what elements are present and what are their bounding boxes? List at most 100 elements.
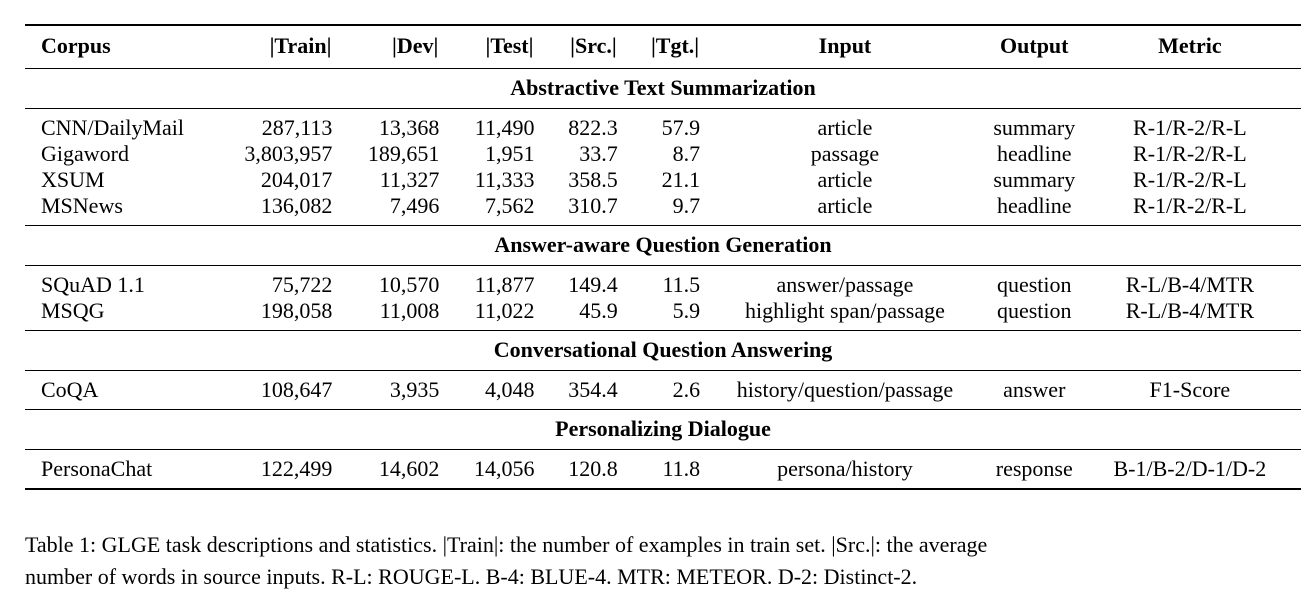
table-caption: Table 1: GLGE task descriptions and stat… xyxy=(25,529,1301,593)
table-row: CNN/DailyMail 287,113 13,368 11,490 822.3 57.… xyxy=(25,109,1301,142)
cell-output: headline xyxy=(990,193,1079,226)
cell-tgt: 2.6 xyxy=(618,371,700,410)
stats-table-container: Corpus |Train| |Dev| |Test| |Src.| |Tgt.… xyxy=(25,24,1301,490)
cell-train: 75,722 xyxy=(232,266,332,299)
table-row: XSUM 204,017 11,327 11,333 358.5 21.1 article s… xyxy=(25,167,1301,193)
caption-line-2: number of words in source inputs. R-L: R… xyxy=(25,561,1301,593)
cell-test: 11,490 xyxy=(439,109,534,142)
cell-dev: 3,935 xyxy=(332,371,439,410)
cell-dev: 11,327 xyxy=(332,167,439,193)
cell-train: 287,113 xyxy=(232,109,332,142)
cell-tgt: 57.9 xyxy=(618,109,700,142)
cell-output: summary xyxy=(990,167,1079,193)
header-src: |Src.| xyxy=(534,25,617,69)
cell-test: 11,022 xyxy=(439,298,534,331)
cell-output: question xyxy=(990,298,1079,331)
table-row: CoQA 108,647 3,935 4,048 354.4 2.6 history/que… xyxy=(25,371,1301,410)
cell-corpus: MSQG xyxy=(25,298,232,331)
cell-metric: R-1/R-2/R-L xyxy=(1079,141,1301,167)
cell-train: 122,499 xyxy=(232,450,332,490)
cell-dev: 7,496 xyxy=(332,193,439,226)
cell-train: 3,803,957 xyxy=(232,141,332,167)
section-title: Conversational Question Answering xyxy=(25,331,1301,371)
cell-metric: R-1/R-2/R-L xyxy=(1079,167,1301,193)
cell-metric: F1-Score xyxy=(1079,371,1301,410)
cell-dev: 10,570 xyxy=(332,266,439,299)
cell-output: response xyxy=(990,450,1079,490)
cell-output: answer xyxy=(990,371,1079,410)
cell-input: highlight span/passage xyxy=(700,298,990,331)
cell-output: headline xyxy=(990,141,1079,167)
cell-metric: B-1/B-2/D-1/D-2 xyxy=(1079,450,1301,490)
table-body: Abstractive Text Summarization CNN/DailyM… xyxy=(25,69,1301,490)
table-row: SQuAD 1.1 75,722 10,570 11,877 149.4 11.5 answ… xyxy=(25,266,1301,299)
cell-tgt: 21.1 xyxy=(618,167,700,193)
table-row: Gigaword 3,803,957 189,651 1,951 33.7 8.7 pass… xyxy=(25,141,1301,167)
cell-corpus: SQuAD 1.1 xyxy=(25,266,232,299)
cell-src: 149.4 xyxy=(534,266,617,299)
cell-input: article xyxy=(700,193,990,226)
cell-input: article xyxy=(700,167,990,193)
cell-test: 11,333 xyxy=(439,167,534,193)
cell-src: 310.7 xyxy=(534,193,617,226)
cell-tgt: 8.7 xyxy=(618,141,700,167)
cell-metric: R-L/B-4/MTR xyxy=(1079,266,1301,299)
cell-dev: 14,602 xyxy=(332,450,439,490)
cell-src: 358.5 xyxy=(534,167,617,193)
cell-input: history/question/passage xyxy=(700,371,990,410)
header-test: |Test| xyxy=(439,25,534,69)
cell-src: 33.7 xyxy=(534,141,617,167)
cell-metric: R-1/R-2/R-L xyxy=(1079,193,1301,226)
header-train: |Train| xyxy=(232,25,332,69)
cell-input: article xyxy=(700,109,990,142)
header-corpus: Corpus xyxy=(25,25,232,69)
table-row: PersonaChat 122,499 14,602 14,056 120.8 11.8 p… xyxy=(25,450,1301,490)
cell-corpus: CNN/DailyMail xyxy=(25,109,232,142)
cell-test: 1,951 xyxy=(439,141,534,167)
section-header-row: Personalizing Dialogue xyxy=(25,410,1301,450)
header-tgt: |Tgt.| xyxy=(618,25,700,69)
cell-tgt: 9.7 xyxy=(618,193,700,226)
cell-src: 822.3 xyxy=(534,109,617,142)
cell-src: 120.8 xyxy=(534,450,617,490)
cell-metric: R-L/B-4/MTR xyxy=(1079,298,1301,331)
cell-train: 204,017 xyxy=(232,167,332,193)
cell-dev: 11,008 xyxy=(332,298,439,331)
cell-tgt: 11.5 xyxy=(618,266,700,299)
header-input: Input xyxy=(700,25,990,69)
cell-input: persona/history xyxy=(700,450,990,490)
cell-corpus: XSUM xyxy=(25,167,232,193)
section-title: Personalizing Dialogue xyxy=(25,410,1301,450)
cell-output: question xyxy=(990,266,1079,299)
cell-input: answer/passage xyxy=(700,266,990,299)
header-output: Output xyxy=(990,25,1079,69)
cell-tgt: 5.9 xyxy=(618,298,700,331)
cell-input: passage xyxy=(700,141,990,167)
cell-test: 14,056 xyxy=(439,450,534,490)
section-header-row: Answer-aware Question Generation xyxy=(25,226,1301,266)
section-title: Answer-aware Question Generation xyxy=(25,226,1301,266)
cell-train: 108,647 xyxy=(232,371,332,410)
header-dev: |Dev| xyxy=(332,25,439,69)
cell-metric: R-1/R-2/R-L xyxy=(1079,109,1301,142)
header-row: Corpus |Train| |Dev| |Test| |Src.| |Tgt.… xyxy=(25,25,1301,69)
cell-train: 198,058 xyxy=(232,298,332,331)
section-header-row: Abstractive Text Summarization xyxy=(25,69,1301,109)
cell-dev: 189,651 xyxy=(332,141,439,167)
section-header-row: Conversational Question Answering xyxy=(25,331,1301,371)
glge-stats-table: Corpus |Train| |Dev| |Test| |Src.| |Tgt.… xyxy=(25,24,1301,490)
cell-corpus: MSNews xyxy=(25,193,232,226)
cell-corpus: Gigaword xyxy=(25,141,232,167)
caption-line-1: Table 1: GLGE task descriptions and stat… xyxy=(25,529,1301,561)
cell-test: 7,562 xyxy=(439,193,534,226)
cell-test: 4,048 xyxy=(439,371,534,410)
cell-src: 354.4 xyxy=(534,371,617,410)
section-title: Abstractive Text Summarization xyxy=(25,69,1301,109)
cell-src: 45.9 xyxy=(534,298,617,331)
table-row: MSQG 198,058 11,008 11,022 45.9 5.9 highlight … xyxy=(25,298,1301,331)
cell-corpus: CoQA xyxy=(25,371,232,410)
cell-dev: 13,368 xyxy=(332,109,439,142)
cell-test: 11,877 xyxy=(439,266,534,299)
header-metric: Metric xyxy=(1079,25,1301,69)
cell-train: 136,082 xyxy=(232,193,332,226)
